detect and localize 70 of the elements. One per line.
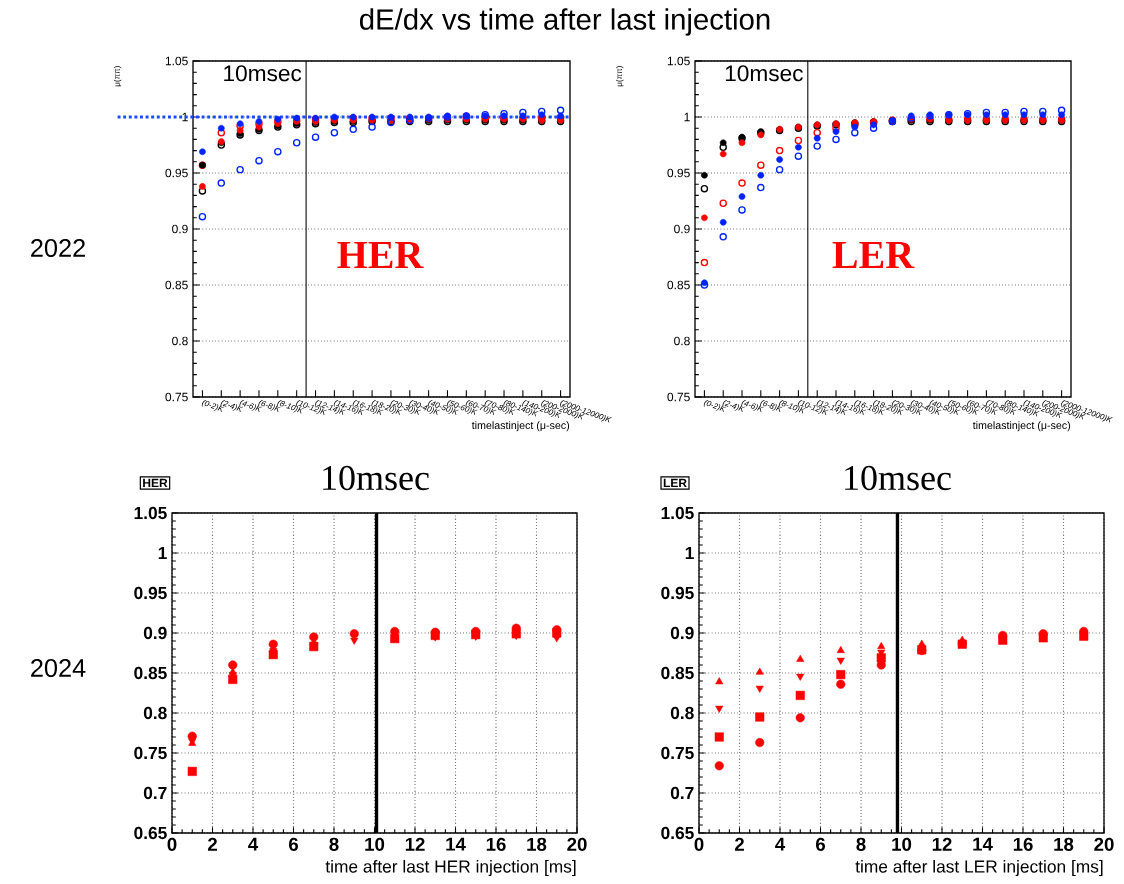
ref-line-label: 10msec xyxy=(725,65,803,82)
x-tick-label: 8 xyxy=(329,837,339,851)
text: 2024 xyxy=(31,659,86,677)
y-tick-label: 0.9 xyxy=(670,626,694,640)
x-tick-label: 14 xyxy=(446,837,466,851)
x-tick-label: 4 xyxy=(248,837,259,851)
x-tick-label: 12 xyxy=(932,837,952,851)
x-axis-title: time after last HER injection [ms] xyxy=(325,859,576,877)
ref-line-label: 10msec xyxy=(224,65,302,82)
x-tick-label: 8 xyxy=(856,837,866,851)
text: HER xyxy=(143,478,168,488)
x-tick-label: 14 xyxy=(973,837,993,851)
annotation: LER xyxy=(832,241,915,269)
x-tick-label: 2 xyxy=(734,837,744,851)
y-tick-label: 0.75 xyxy=(661,746,694,760)
y-tick-label: 0.95 xyxy=(661,586,694,600)
y-tick-label: 0.65 xyxy=(661,826,694,840)
y-tick-label: 0.85 xyxy=(165,280,188,290)
y-tick-label: 0.7 xyxy=(143,786,167,800)
x-tick-label: 16 xyxy=(486,837,506,851)
y-tick-label: 1.05 xyxy=(661,506,694,520)
y-tick-label: 0.85 xyxy=(134,666,167,680)
y-tick-label: 1.05 xyxy=(165,56,188,66)
chart-title: dE/dx vs time after last injection xyxy=(360,8,770,36)
x-tick-label: 0 xyxy=(167,837,177,851)
y-tick-label: 0.9 xyxy=(674,224,690,234)
y-tick-label: 1.05 xyxy=(134,506,167,520)
text: 2022 xyxy=(31,239,85,257)
x-tick-label: 20 xyxy=(567,837,587,851)
chart-title: 10msec xyxy=(845,465,951,491)
y-tick-label: 1 xyxy=(685,547,694,559)
x-tick-label: 20 xyxy=(1094,837,1114,851)
y-tick-label: 0.8 xyxy=(143,706,167,720)
y-axis-title: μ(ππ) xyxy=(113,66,122,87)
y-tick-label: 0.9 xyxy=(143,626,167,640)
x-tick-label: 2 xyxy=(207,837,217,851)
y-tick-label: 0.75 xyxy=(165,392,188,402)
x-tick-label: 4 xyxy=(775,837,786,851)
x-tick-label: 10 xyxy=(365,837,385,851)
x-tick-label: 6 xyxy=(289,837,299,851)
y-tick-label: 1.05 xyxy=(667,56,690,66)
x-axis-title: timelastinject (μ-sec) xyxy=(471,421,570,432)
chart-title: 10msec xyxy=(323,465,429,491)
y-tick-label: 0.9 xyxy=(172,224,188,234)
y-tick-label: 0.85 xyxy=(667,280,690,290)
x-tick-label: 0 xyxy=(694,837,704,851)
x-tick-label: 6 xyxy=(816,837,826,851)
x-tick-label: 12 xyxy=(405,837,425,851)
y-tick-label: 0.95 xyxy=(134,586,167,600)
y-tick-label: 1 xyxy=(684,112,690,122)
y-axis-title: μ(ππ) xyxy=(616,66,624,87)
y-tick-label: 0.8 xyxy=(670,706,694,720)
x-axis-title: timelastinject (μ-sec) xyxy=(972,421,1071,432)
x-tick-label: 18 xyxy=(527,837,547,851)
annotation: HER xyxy=(337,241,424,269)
y-tick-label: 0.85 xyxy=(661,666,694,680)
x-tick-label: 10 xyxy=(892,837,912,851)
x-axis-title: time after last LER injection [ms] xyxy=(855,859,1103,877)
y-tick-label: 0.95 xyxy=(165,168,188,178)
y-tick-label: 0.7 xyxy=(670,786,694,800)
x-tick-label: 18 xyxy=(1054,837,1074,851)
x-tick-label: 16 xyxy=(1013,837,1033,851)
y-tick-label: 1 xyxy=(158,547,167,559)
y-tick-label: 0.75 xyxy=(667,392,690,402)
text: LER xyxy=(663,478,687,488)
y-tick-label: 0.95 xyxy=(667,168,690,178)
y-tick-label: 0.8 xyxy=(172,336,188,346)
y-tick-label: 0.8 xyxy=(674,336,690,346)
y-tick-label: 0.75 xyxy=(134,746,167,760)
y-tick-label: 0.65 xyxy=(134,826,167,840)
